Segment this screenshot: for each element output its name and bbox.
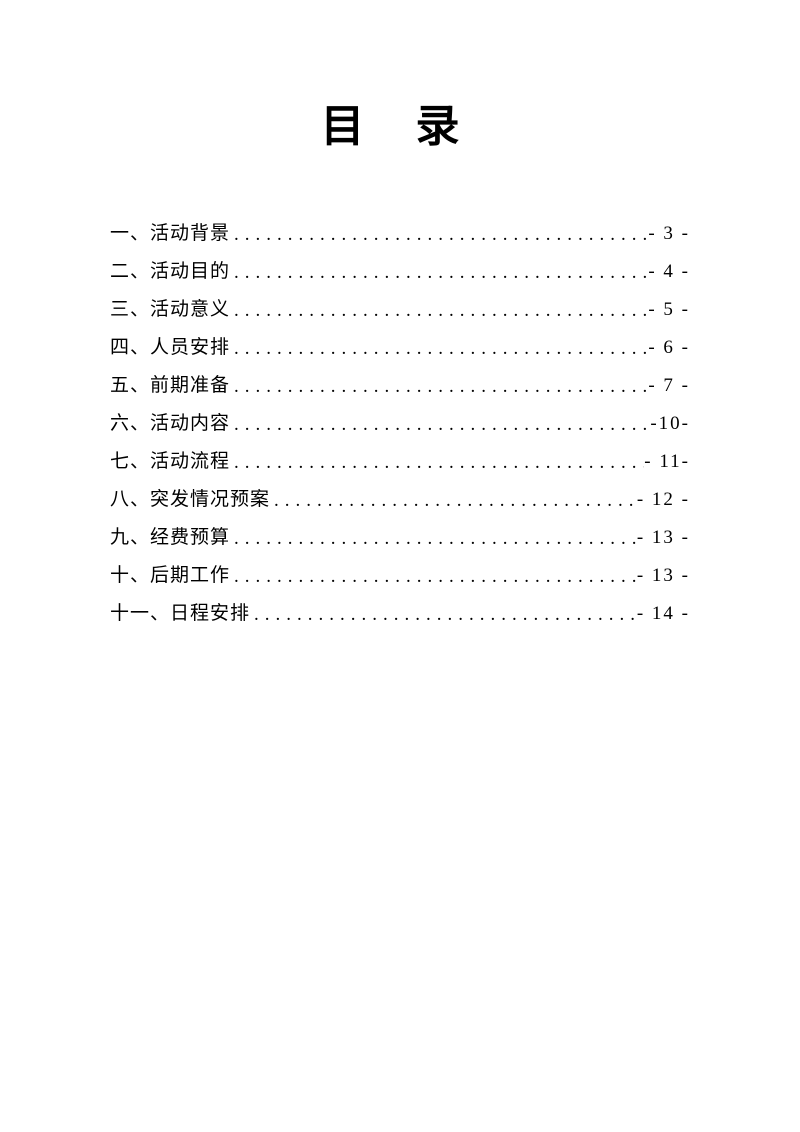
toc-page: - 3 - [648,224,690,243]
toc-label: 十、后期工作 [110,566,230,585]
toc-page: - 12 - [637,490,690,509]
toc-dots [230,301,648,320]
toc-dots [230,453,644,472]
toc-label: 三、活动意义 [110,300,230,319]
toc-dots [250,605,637,624]
toc-item: 四、人员安排 - 6 - [110,338,690,357]
toc-dots [230,225,648,244]
toc-label: 八、突发情况预案 [110,490,270,509]
toc-item: 十、后期工作 - 13 - [110,566,690,585]
toc-dots [270,491,637,510]
toc-item: 三、活动意义 - 5 - [110,300,690,319]
toc-page: - 6 - [648,338,690,357]
toc-item: 五、前期准备 - 7 - [110,376,690,395]
toc-label: 二、活动目的 [110,262,230,281]
toc-label: 五、前期准备 [110,376,230,395]
toc-page: - 14 - [637,604,690,623]
toc-list: 一、活动背景 - 3 - 二、活动目的 - 4 - 三、活动意义 - 5 - 四… [110,224,690,623]
toc-item: 二、活动目的 - 4 - [110,262,690,281]
toc-page: -10- [650,414,690,433]
toc-page: - 4 - [648,262,690,281]
toc-dots [230,415,650,434]
toc-label: 一、活动背景 [110,224,230,243]
toc-page: - 13 - [637,566,690,585]
toc-dots [230,377,648,396]
toc-dots [230,339,648,358]
toc-dots [230,567,637,586]
toc-label: 七、活动流程 [110,452,230,471]
toc-item: 八、突发情况预案 - 12 - [110,490,690,509]
toc-label: 六、活动内容 [110,414,230,433]
toc-label: 九、经费预算 [110,528,230,547]
page-title: 目 录 [110,90,690,154]
toc-item: 六、活动内容 -10- [110,414,690,433]
toc-page: - 7 - [648,376,690,395]
toc-label: 十一、日程安排 [110,604,250,623]
toc-page: - 11- [644,452,690,471]
toc-label: 四、人员安排 [110,338,230,357]
toc-item: 十一、日程安排 - 14 - [110,604,690,623]
toc-item: 九、经费预算 - 13 - [110,528,690,547]
toc-item: 一、活动背景 - 3 - [110,224,690,243]
toc-page: - 5 - [648,300,690,319]
toc-dots [230,529,637,548]
toc-dots [230,263,648,282]
toc-page: - 13 - [637,528,690,547]
toc-item: 七、活动流程 - 11- [110,452,690,471]
